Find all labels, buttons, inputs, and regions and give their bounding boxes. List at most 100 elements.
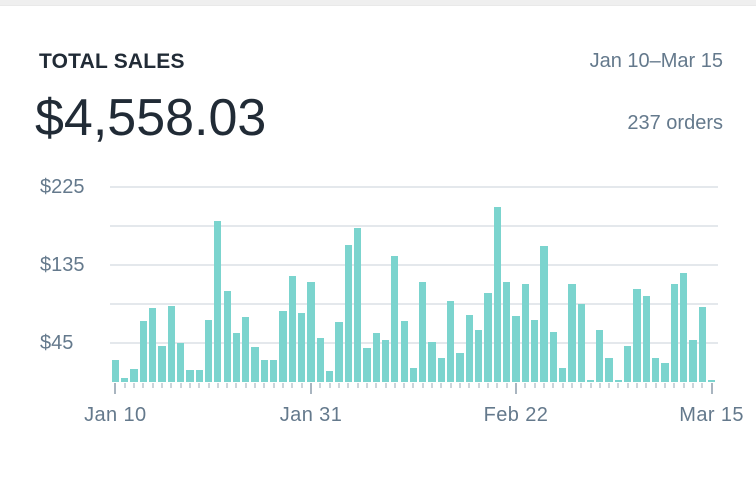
bar-day-48[interactable]: [558, 368, 567, 383]
x-axis-minor-tick: [132, 383, 135, 388]
total-sales-value: $4,558.03: [35, 89, 267, 147]
bar-day-38[interactable]: [465, 315, 474, 383]
date-range-label: Jan 10–Mar 15: [589, 50, 723, 72]
bar-day-56[interactable]: [633, 289, 641, 383]
bar-day-34[interactable]: [428, 342, 436, 383]
x-axis-minor-tick: [664, 383, 667, 388]
bar-day-11[interactable]: [214, 221, 222, 383]
bar-day-33[interactable]: [419, 282, 427, 383]
x-axis-minor-tick: [263, 383, 266, 388]
x-axis-minor-tick: [123, 383, 126, 388]
bar-day-22[interactable]: [316, 337, 324, 383]
bar-day-17[interactable]: [270, 359, 278, 383]
bar-day-4[interactable]: [148, 308, 157, 383]
bar-day-10[interactable]: [204, 319, 213, 383]
x-axis-minor-tick: [142, 383, 145, 388]
bar-day-27[interactable]: [363, 348, 371, 383]
x-axis-minor-tick: [328, 383, 331, 388]
bar-day-40[interactable]: [484, 292, 492, 383]
bar-day-25[interactable]: [344, 244, 352, 383]
bar-day-39[interactable]: [475, 330, 483, 383]
bar-day-61[interactable]: [680, 272, 688, 383]
x-axis-minor-tick: [365, 383, 368, 388]
bar-day-52[interactable]: [596, 330, 604, 383]
x-axis-minor-tick: [589, 383, 592, 388]
bar-day-18[interactable]: [279, 311, 287, 383]
bar-day-20[interactable]: [298, 312, 306, 383]
x-axis-minor-tick: [440, 383, 443, 388]
bar-day-2[interactable]: [130, 369, 138, 383]
bar-day-60[interactable]: [670, 284, 678, 383]
x-axis-major-tick: [114, 383, 117, 394]
x-axis-major-tick: [310, 383, 312, 394]
x-axis-minor-tick: [347, 383, 350, 388]
bar-day-49[interactable]: [568, 284, 576, 383]
order-count-label: 237 orders: [627, 112, 723, 134]
bar-day-26[interactable]: [353, 228, 362, 383]
bar-day-28[interactable]: [372, 332, 380, 383]
x-axis-minor-tick: [468, 383, 471, 388]
bar-day-50[interactable]: [577, 304, 585, 383]
bar-day-23[interactable]: [325, 370, 334, 383]
bar-day-35[interactable]: [437, 357, 446, 383]
x-axis-minor-tick: [617, 383, 620, 388]
bar-day-30[interactable]: [391, 256, 399, 383]
x-axis-label: Feb 22: [483, 404, 549, 426]
x-axis-minor-tick: [496, 383, 499, 388]
bar-day-7[interactable]: [176, 343, 185, 383]
bar-day-14[interactable]: [242, 317, 250, 383]
bar-day-43[interactable]: [512, 316, 520, 383]
bar-day-41[interactable]: [493, 206, 501, 383]
bar-day-37[interactable]: [456, 352, 464, 383]
bar-day-32[interactable]: [409, 368, 418, 383]
bar-day-59[interactable]: [661, 363, 669, 383]
bar-day-47[interactable]: [549, 331, 557, 383]
gridline: [110, 224, 718, 227]
bar-day-54[interactable]: [614, 379, 623, 383]
x-axis-minor-tick: [524, 383, 527, 388]
bar-day-63[interactable]: [698, 306, 706, 383]
bar-day-64[interactable]: [707, 379, 716, 383]
x-axis-minor-tick: [403, 383, 406, 388]
bar-day-8[interactable]: [186, 370, 194, 383]
bar-day-1[interactable]: [121, 377, 129, 383]
x-axis-minor-tick: [449, 383, 452, 388]
bar-day-15[interactable]: [251, 346, 259, 383]
x-axis-minor-tick: [170, 383, 173, 388]
bar-day-62[interactable]: [689, 339, 697, 383]
bar-day-9[interactable]: [195, 370, 203, 383]
total-sales-card[interactable]: TOTAL SALES $4,558.03 Jan 10–Mar 15 237 …: [0, 6, 756, 492]
gridline: [110, 342, 718, 345]
bar-day-12[interactable]: [223, 291, 231, 383]
bar-day-55[interactable]: [624, 345, 632, 383]
x-axis-minor-tick: [337, 383, 340, 388]
x-axis-minor-tick: [160, 383, 163, 388]
x-axis-minor-tick: [393, 383, 396, 388]
x-axis-minor-tick: [542, 383, 545, 388]
x-axis-minor-tick: [598, 383, 601, 388]
bar-day-57[interactable]: [642, 296, 651, 383]
bar-day-19[interactable]: [288, 276, 296, 383]
bar-day-6[interactable]: [167, 305, 175, 383]
bar-day-3[interactable]: [139, 321, 147, 383]
bar-day-31[interactable]: [400, 320, 408, 383]
bar-day-29[interactable]: [381, 339, 390, 383]
bar-day-24[interactable]: [335, 322, 343, 383]
bar-day-13[interactable]: [232, 332, 241, 383]
bar-day-46[interactable]: [540, 245, 548, 383]
x-axis-minor-tick: [188, 383, 191, 388]
x-axis-minor-tick: [244, 383, 247, 388]
bar-day-58[interactable]: [652, 357, 660, 383]
bar-day-36[interactable]: [447, 300, 455, 383]
x-axis-minor-tick: [412, 383, 415, 388]
bar-day-5[interactable]: [158, 345, 166, 383]
bar-day-21[interactable]: [307, 282, 315, 383]
bar-day-44[interactable]: [521, 284, 529, 383]
bar-day-53[interactable]: [605, 357, 613, 383]
bar-day-0[interactable]: [111, 359, 119, 383]
bar-day-42[interactable]: [503, 282, 511, 383]
x-axis-minor-tick: [654, 383, 657, 388]
bar-day-51[interactable]: [586, 379, 595, 383]
bar-day-16[interactable]: [260, 359, 269, 383]
bar-day-45[interactable]: [530, 319, 539, 383]
